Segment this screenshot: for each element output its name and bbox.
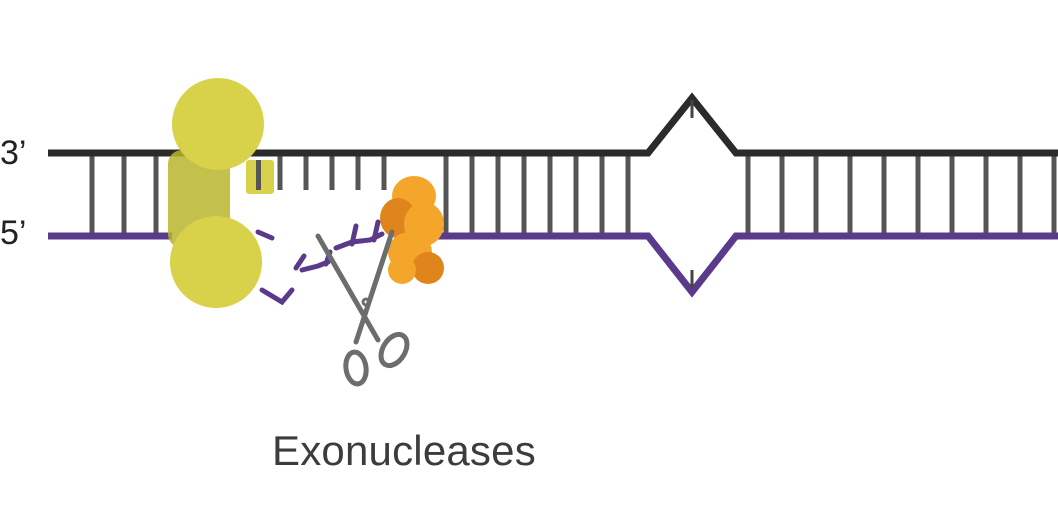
polymerase-top-subunit bbox=[172, 78, 264, 170]
nucleotide-fragment bbox=[259, 287, 295, 306]
nucleotide-fragment bbox=[349, 223, 359, 247]
strand-end-label-3prime: 3’ bbox=[0, 134, 27, 172]
new-strand-segment-right bbox=[426, 232, 1058, 298]
nucleotide-fragment bbox=[371, 219, 381, 243]
base-pair-rungs bbox=[89, 156, 1057, 233]
nucleotide-fragment bbox=[293, 253, 307, 271]
polymerase-bottom-subunit bbox=[170, 216, 262, 308]
strand-end-label-5prime: 5’ bbox=[0, 214, 27, 252]
polymerase-pocket-rung bbox=[256, 160, 261, 190]
nucleotide-fragment bbox=[255, 229, 275, 241]
exonuclease-enzyme bbox=[380, 176, 444, 284]
exonucleases-caption: Exonucleases bbox=[272, 427, 536, 474]
cleaved-nucleotides bbox=[255, 219, 385, 306]
template-strand bbox=[48, 92, 1058, 157]
dna-polymerase bbox=[168, 78, 274, 308]
scissors-icon bbox=[315, 229, 410, 387]
